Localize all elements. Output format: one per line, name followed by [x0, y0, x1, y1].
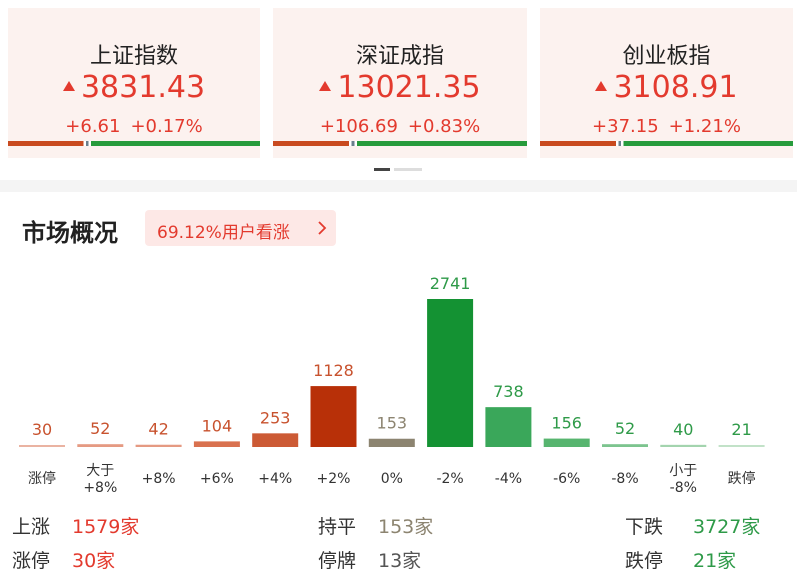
value-label: 253 [260, 408, 291, 427]
index-card[interactable]: 创业板指 3108.91 +37.15 +1.21% [540, 8, 793, 158]
bar [193, 441, 240, 447]
index-change: +37.15 +1.21% [540, 116, 793, 137]
bar [543, 438, 590, 447]
summary-label: 涨停 [12, 550, 51, 572]
trend-bar [8, 141, 260, 146]
value-label: 40 [673, 420, 693, 439]
value-label: 156 [551, 414, 582, 433]
bar [427, 299, 474, 447]
value-label: 2741 [430, 274, 471, 293]
bar [19, 445, 65, 447]
index-name: 创业板指 [622, 44, 711, 69]
category-label: +4% [258, 471, 292, 487]
index-name: 深证成指 [355, 44, 444, 69]
summary-label: 下跌 [625, 516, 664, 538]
change-points: +37.15 [592, 116, 659, 137]
bar [135, 444, 182, 447]
bar [660, 444, 707, 447]
index-card[interactable]: 上证指数 3831.43 +6.61 +0.17% [8, 8, 260, 158]
category-label: 涨停 [28, 470, 56, 487]
pager-dot [394, 168, 422, 171]
divider [0, 180, 797, 192]
index-value: 3831.43 [8, 70, 260, 105]
category-label: -2% [436, 471, 463, 487]
bar [718, 445, 765, 447]
category-label: -4% [495, 471, 522, 487]
summary-value: 21家 [693, 550, 737, 572]
trend-bar [540, 141, 793, 146]
category-label: 跌停 [728, 470, 756, 487]
category-label: +8% [142, 471, 176, 487]
value-label: 30 [32, 420, 52, 439]
summary-label: 停牌 [318, 550, 357, 572]
summary-label: 持平 [318, 516, 357, 538]
change-points: +106.69 [319, 116, 398, 137]
category-label: 0% [381, 471, 403, 487]
category-label: 小于-8% [669, 463, 697, 496]
summary-value: 13家 [378, 550, 422, 572]
index-name: 上证指数 [89, 44, 178, 69]
index-change: +106.69 +0.83% [273, 116, 527, 137]
pager-dot [374, 168, 390, 171]
bar [485, 407, 532, 447]
summary-label: 上涨 [12, 516, 51, 538]
value-label: 21 [731, 420, 751, 439]
summary-value: 1579家 [72, 516, 140, 538]
index-card[interactable]: 深证成指 13021.35 +106.69 +0.83% [273, 8, 527, 158]
bar [252, 433, 299, 447]
trend-bar [273, 141, 527, 146]
value-label: 153 [377, 414, 408, 433]
bar [77, 444, 124, 447]
summary-value: 3727家 [693, 516, 761, 538]
summary-value: 30家 [72, 550, 116, 572]
chevron [318, 221, 327, 235]
value-label: 738 [493, 382, 524, 401]
value-label: 52 [615, 419, 635, 438]
sentiment-badge[interactable]: 69.12%用户看涨 [145, 210, 336, 246]
category-label: +6% [200, 471, 234, 487]
bar [368, 438, 415, 447]
bar [602, 444, 648, 447]
bar-chart: 30 涨停 52 大于+8% 42 +8% 104 +6% 253 +4% 1128 +2% 153 0%… [19, 274, 765, 496]
index-value: 13021.35 [273, 70, 527, 105]
category-label: 大于+8% [83, 463, 117, 496]
sentiment-text: 69.12%用户看涨 [157, 223, 290, 243]
index-value: 3108.91 [540, 70, 793, 105]
category-label: -8% [611, 471, 638, 487]
change-points: +6.61 [65, 116, 121, 137]
value-label: 1128 [313, 361, 354, 380]
value-label: 52 [90, 419, 110, 438]
section-title: 市场概况 [22, 219, 118, 247]
value-label: 104 [202, 416, 233, 435]
index-change: +6.61 +0.17% [8, 116, 260, 137]
category-label: +2% [317, 471, 351, 487]
summary-value: 153家 [378, 516, 434, 538]
value-label: 42 [148, 420, 168, 439]
change-percent: +0.83% [407, 116, 481, 137]
category-label: -6% [553, 471, 580, 487]
bar [310, 386, 357, 447]
summary-label: 跌停 [625, 550, 664, 572]
change-percent: +1.21% [668, 116, 741, 137]
change-percent: +0.17% [130, 116, 203, 137]
